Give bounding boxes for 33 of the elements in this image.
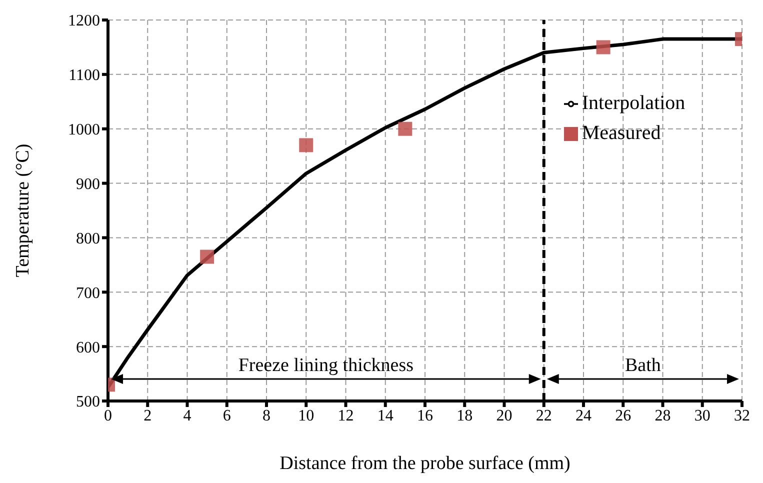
x-tick-label: 20 <box>496 407 512 424</box>
annotation: Bath <box>624 355 662 376</box>
x-tick-label: 18 <box>456 407 473 424</box>
x-tick-label: 30 <box>694 407 710 424</box>
y-tick-label: 1000 <box>68 122 100 139</box>
x-tick-label: 4 <box>183 407 192 424</box>
x-tick-label: 6 <box>222 407 231 424</box>
x-tick-label: 8 <box>262 407 270 424</box>
y-tick-label: 500 <box>76 394 100 411</box>
y-tick-label: 1100 <box>68 67 100 84</box>
legend-label: Interpolation <box>582 92 686 114</box>
annotation: Freeze lining thickness <box>238 355 414 376</box>
y-axis-title: Temperature (°C) <box>12 144 34 278</box>
x-tick-label: 0 <box>104 407 112 424</box>
x-tick-label: 32 <box>734 407 750 424</box>
x-tick-label: 12 <box>338 407 354 424</box>
x-tick-label: 2 <box>144 407 152 424</box>
y-tick-label: 1200 <box>68 12 100 30</box>
x-tick-label: 22 <box>536 407 552 424</box>
x-tick-label: 24 <box>576 407 592 424</box>
x-tick-label: 14 <box>377 407 394 424</box>
x-axis-title: Distance from the probe surface (mm) <box>280 453 570 474</box>
y-tick-label: 700 <box>76 284 100 302</box>
point <box>299 138 314 152</box>
y-tick-label: 900 <box>76 176 100 193</box>
x-tick-label: 10 <box>298 407 314 424</box>
y-tick-label: 600 <box>76 339 100 356</box>
x-tick-label: 16 <box>417 407 433 424</box>
x-tick-label: 28 <box>654 407 671 424</box>
x-tick-label: 26 <box>615 407 632 424</box>
point <box>398 122 412 136</box>
y-tick-label: 800 <box>76 230 100 248</box>
legend-label: Measured <box>582 122 661 144</box>
